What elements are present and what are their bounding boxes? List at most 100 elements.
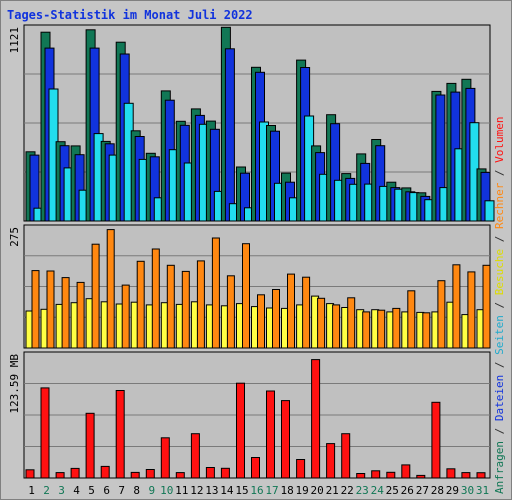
bar-rechner-day-14 (226, 275, 235, 349)
x-tick-label-day-12: 12 (190, 484, 203, 497)
series-legend: Anfragen / Dateien / Seiten / Besuche / … (493, 116, 506, 494)
bar-rechner-day-5 (91, 243, 100, 349)
bar-volumen-day-3 (55, 472, 65, 479)
x-tick-label-day-7: 7 (118, 484, 125, 497)
bar-volumen-day-23 (356, 473, 366, 479)
bar-volumen-day-20 (311, 359, 321, 479)
bar-rechner-day-30 (467, 271, 476, 349)
bar-volumen-day-18 (281, 400, 290, 479)
legend-separator: / (493, 295, 506, 315)
bar-volumen-day-9 (145, 469, 155, 479)
x-tick-label-day-31: 31 (476, 484, 489, 497)
chart-title: Tages-Statistik im Monat Juli 2022 (7, 8, 253, 22)
x-tick-label-day-16: 16 (250, 484, 263, 497)
bar-volumen-day-29 (446, 468, 456, 479)
bar-rechner-day-15 (242, 243, 250, 349)
x-tick-label-day-3: 3 (58, 484, 65, 497)
bar-volumen-day-2 (40, 387, 50, 479)
bar-volumen-day-30 (461, 472, 471, 479)
legend-entry-besuche: Besuche (493, 249, 506, 295)
bar-volumen-day-22 (341, 433, 351, 479)
x-tick-label-day-18: 18 (280, 484, 293, 497)
bar-rechner-day-3 (61, 277, 70, 349)
legend-separator: / (493, 163, 506, 183)
bar-rechner-day-6 (106, 229, 115, 349)
x-tick-label-day-13: 13 (205, 484, 218, 497)
x-tick-label-day-27: 27 (416, 484, 429, 497)
bar-volumen-day-16 (251, 457, 260, 479)
x-tick-label-day-23: 23 (356, 484, 369, 497)
bar-rechner-day-1 (31, 270, 40, 349)
x-tick-label-day-24: 24 (371, 484, 385, 497)
x-tick-label-day-15: 15 (235, 484, 248, 497)
bar-rechner-day-12 (196, 260, 205, 349)
legend-entry-volumen: Volumen (493, 116, 506, 162)
bar-volumen-day-31 (476, 472, 486, 479)
x-tick-label-day-6: 6 (103, 484, 110, 497)
x-tick-label-day-8: 8 (133, 484, 140, 497)
legend-separator: / (493, 421, 506, 441)
bar-rechner-day-13 (211, 237, 220, 349)
bar-volumen-day-6 (100, 465, 110, 479)
x-tick-label-day-1: 1 (28, 484, 35, 497)
bar-rechner-day-19 (302, 276, 311, 349)
bar-volumen-day-17 (266, 390, 275, 479)
bar-seiten-day-31 (484, 200, 495, 222)
bar-volumen-day-10 (160, 437, 170, 479)
legend-entry-dateien: Dateien (493, 375, 506, 421)
bar-volumen-day-24 (371, 470, 381, 479)
x-tick-label-day-28: 28 (431, 484, 444, 497)
x-tick-label-day-17: 17 (265, 484, 278, 497)
bar-volumen-day-1 (25, 469, 35, 479)
bar-rechner-day-24 (377, 309, 386, 349)
bar-rechner-day-26 (407, 290, 416, 349)
panel-middle-max-label: 275 (8, 227, 21, 247)
panel-bottom-max-label: 123.59 MB (8, 354, 21, 414)
bar-rechner-day-29 (452, 264, 461, 349)
bar-rechner-day-7 (121, 284, 130, 349)
bar-rechner-day-23 (362, 311, 371, 349)
chart-bars (25, 26, 495, 479)
x-tick-label-day-20: 20 (310, 484, 323, 497)
bar-volumen-day-27 (416, 474, 426, 479)
x-tick-label-day-19: 19 (295, 484, 308, 497)
bar-rechner-day-18 (287, 273, 295, 349)
bar-rechner-day-17 (272, 289, 280, 349)
bar-rechner-day-9 (151, 248, 160, 349)
x-tick-label-day-4: 4 (73, 484, 80, 497)
bar-volumen-day-11 (175, 472, 185, 479)
bar-rechner-day-31 (482, 264, 491, 349)
x-tick-label-day-25: 25 (386, 484, 399, 497)
bar-rechner-day-20 (317, 297, 326, 349)
bar-rechner-day-2 (46, 270, 55, 349)
x-tick-label-day-5: 5 (88, 484, 95, 497)
bar-volumen-day-7 (115, 390, 125, 479)
legend-entry-anfragen: Anfragen (493, 441, 506, 494)
bar-volumen-day-14 (220, 467, 230, 479)
bar-volumen-day-13 (205, 467, 215, 479)
legend-entry-seiten: Seiten (493, 315, 506, 355)
bar-volumen-day-4 (70, 467, 80, 479)
legend-separator: / (493, 229, 506, 249)
bar-rechner-day-8 (136, 260, 145, 349)
bar-volumen-day-26 (401, 464, 411, 479)
bar-rechner-day-11 (181, 270, 190, 349)
x-tick-label-day-29: 29 (446, 484, 459, 497)
bar-rechner-day-21 (332, 304, 341, 349)
legend-separator: / (493, 355, 506, 375)
bar-rechner-day-25 (392, 307, 401, 349)
x-tick-label-day-9: 9 (148, 484, 155, 497)
bar-volumen-day-15 (236, 382, 245, 479)
bar-rechner-day-16 (257, 294, 265, 349)
x-tick-label-day-11: 11 (175, 484, 188, 497)
bar-volumen-day-21 (326, 443, 336, 479)
x-tick-label-day-21: 21 (326, 484, 339, 497)
x-tick-label-day-22: 22 (341, 484, 354, 497)
bar-rechner-day-4 (76, 281, 85, 349)
x-tick-label-day-30: 30 (461, 484, 474, 497)
bar-rechner-day-27 (422, 312, 431, 349)
bar-dateien-day-14 (224, 48, 235, 222)
